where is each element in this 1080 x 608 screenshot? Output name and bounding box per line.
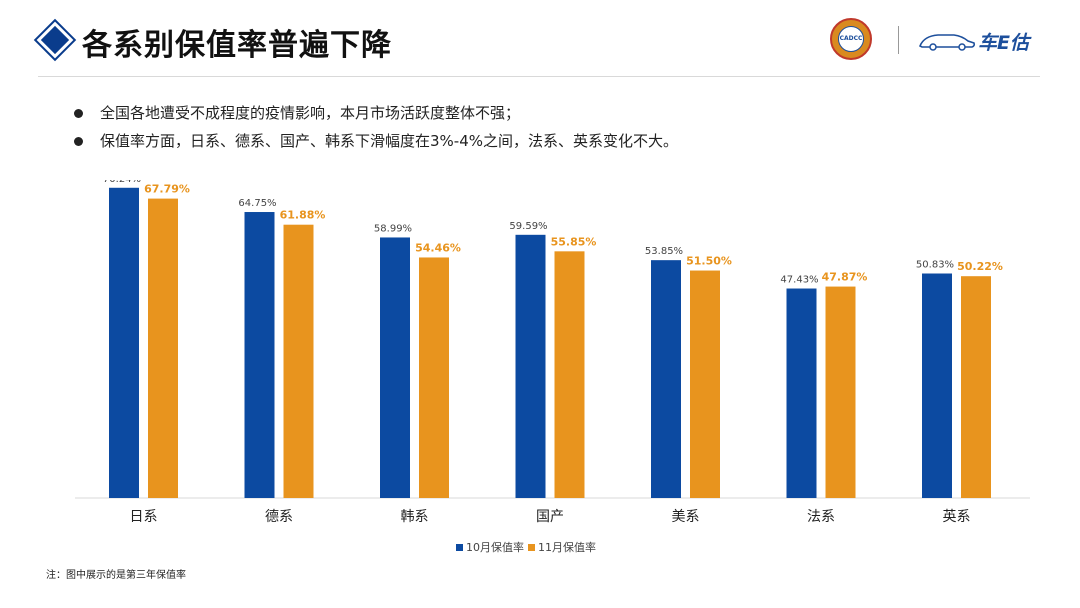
title-diamond-icon — [40, 25, 70, 55]
footnote: 注：图中展示的是第三年保值率 — [46, 570, 186, 581]
category-label: 法系 — [807, 509, 835, 525]
category-label: 日系 — [130, 509, 158, 525]
page-title: 各系别保值率普遍下降 — [82, 28, 392, 63]
data-label: 53.85% — [645, 246, 683, 257]
category-label: 德系 — [265, 509, 293, 525]
bar-nov — [419, 257, 449, 498]
data-label: 59.59% — [509, 221, 547, 232]
legend-label: 11月保值率 — [538, 540, 596, 554]
data-label: 61.88% — [280, 209, 326, 222]
bar-oct — [786, 288, 817, 498]
bullet-dot-icon — [74, 109, 83, 118]
bar-oct — [515, 234, 546, 498]
car-icon — [918, 34, 976, 51]
category-label: 国产 — [536, 509, 564, 525]
legend-swatch-oct — [456, 544, 463, 551]
bar-nov — [283, 224, 314, 499]
brand-name: 车E估 — [978, 32, 1029, 54]
bar-oct — [380, 237, 410, 499]
data-label: 67.79% — [144, 183, 190, 196]
category-label: 美系 — [672, 509, 700, 525]
bar-nov — [554, 251, 585, 498]
bar-chart: 70.24%67.79% 日系 64.75% 61.88% 德系 58.99%54.46%… — [75, 180, 1030, 554]
legend-label: 10月保值率 — [466, 540, 524, 554]
bar-oct — [651, 260, 681, 498]
data-label: 58.99% — [374, 223, 412, 234]
data-label: 47.43% — [780, 275, 818, 286]
header: 各系别保值率普遍下降 CADCC 车E估 — [0, 0, 1080, 80]
bullet-text: 保值率方面，日系、德系、国产、韩系下滑幅度在3%-4%之间，法系、英系变化不大。 — [100, 132, 679, 150]
cadcc-logo-text: CADCC — [838, 26, 864, 52]
data-label: 47.87% — [822, 271, 868, 284]
data-label: 50.22% — [957, 260, 1003, 273]
bar-nov — [690, 270, 720, 498]
bar-nov — [148, 198, 178, 498]
cadcc-logo: CADCC — [830, 18, 872, 60]
bar-oct — [244, 212, 275, 499]
category-label: 英系 — [943, 508, 971, 525]
bar-oct — [109, 187, 139, 499]
bullet-dot-icon — [74, 137, 83, 146]
data-label: 55.85% — [551, 235, 597, 248]
bar-nov — [961, 276, 991, 498]
bar-oct — [922, 273, 952, 498]
data-label: 70.24% — [103, 180, 141, 185]
bar-nov — [825, 286, 856, 498]
bullet-text: 全国各地遭受不成程度的疫情影响，本月市场活跃度整体不强； — [100, 104, 521, 122]
data-label: 64.75% — [238, 198, 276, 209]
logo-separator — [898, 26, 899, 54]
legend-swatch-nov — [528, 544, 535, 551]
data-label: 50.83% — [916, 260, 954, 271]
data-label: 51.50% — [686, 255, 732, 268]
header-divider — [38, 76, 1040, 77]
category-label: 韩系 — [401, 509, 429, 525]
data-label: 54.46% — [415, 241, 461, 254]
